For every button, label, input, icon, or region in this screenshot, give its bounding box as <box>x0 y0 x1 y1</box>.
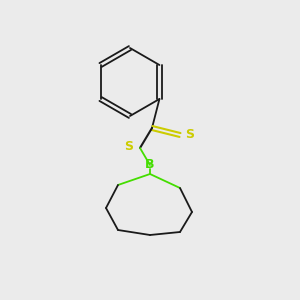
Text: S: S <box>124 140 133 154</box>
Text: B: B <box>145 158 155 170</box>
Text: S: S <box>185 128 194 142</box>
